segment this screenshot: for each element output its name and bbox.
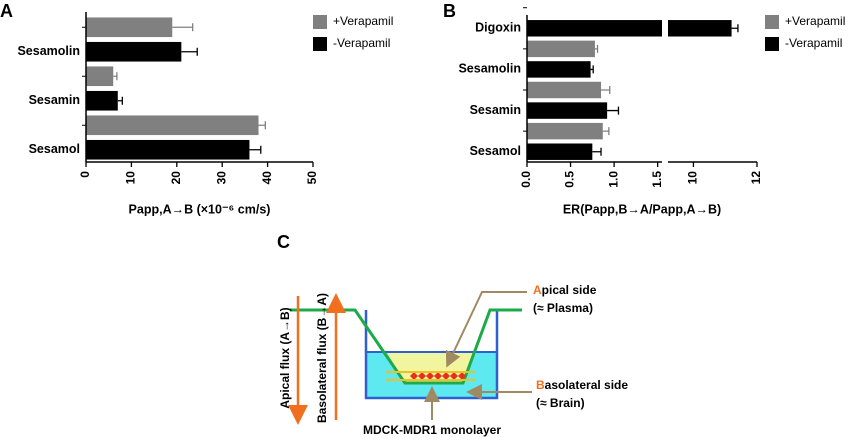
x-tick-label: 50 [305, 171, 319, 185]
error-bar [181, 47, 198, 56]
x-tick-label: 1.5 [650, 171, 664, 188]
bar [86, 90, 118, 111]
x-axis-title: ER(Papp,B→A/Papp,A→B) [563, 202, 721, 216]
bar [527, 102, 608, 119]
bar [527, 122, 603, 140]
panel-label: B [443, 1, 456, 21]
x-tick-label: 0.0 [519, 171, 533, 188]
bar [527, 20, 662, 37]
monolayer-cells [410, 372, 466, 380]
legend-swatch [313, 15, 327, 29]
rest: pical side [542, 283, 597, 297]
legend-swatch [313, 37, 327, 51]
bar [86, 66, 114, 87]
panel-label: C [277, 232, 290, 252]
x-tick-label: 12 [749, 171, 763, 185]
category-label: Sesamolin [17, 44, 80, 58]
error-bar [594, 44, 599, 53]
pointer [445, 291, 527, 368]
bar [527, 61, 591, 78]
bar [527, 40, 595, 58]
category-label: Digoxin [475, 21, 521, 35]
legend-label: -Verapamil [333, 36, 390, 50]
basolateral-side: Basolateral side [536, 378, 628, 392]
x-tick-label: 30 [214, 171, 228, 185]
initial: A [533, 283, 542, 297]
x-tick-label: 10 [686, 171, 700, 185]
legend-label: +Verapamil [333, 14, 393, 28]
legend-label: -Verapamil [785, 36, 842, 50]
category-label: Sesamol [29, 142, 80, 156]
basolateral-flux: Basolateral flux (B→A) [315, 293, 329, 423]
error-bar [249, 145, 262, 154]
category-label: Sesamin [470, 103, 521, 117]
x-tick-label: 0 [78, 171, 92, 178]
panel-label: A [0, 1, 13, 21]
x-tick-label: 0.5 [563, 171, 577, 188]
x-axis-title: Papp,A→B (×10⁻⁶ cm/s) [129, 202, 271, 216]
error-bar [258, 121, 266, 130]
bar [527, 81, 602, 99]
legend-swatch [765, 15, 779, 29]
bar [86, 41, 182, 62]
bar [527, 143, 593, 160]
apical-side: Apical side [533, 283, 597, 297]
bar [86, 17, 173, 38]
error-bar [602, 127, 610, 136]
initial: B [536, 378, 545, 392]
error-bar [590, 65, 594, 74]
error-bar [592, 147, 602, 156]
legend-label: +Verapamil [785, 14, 845, 28]
error-bar [601, 86, 611, 94]
error-bar [172, 23, 194, 32]
x-tick-label: 40 [260, 171, 274, 185]
error-bar [113, 72, 118, 81]
apical-flux: Apical flux (A→B) [278, 307, 292, 408]
rest: asolateral side [545, 378, 629, 392]
error-bar [731, 24, 739, 33]
basolateral-note: (≈ Brain) [536, 396, 585, 410]
x-tick-label: 1.0 [606, 171, 620, 188]
transwell-diagram: C Apical flux (A→B) Basolateral flux (B→… [277, 232, 628, 437]
bar [86, 139, 250, 160]
monolayer-label: MDCK-MDR1 monolayer [363, 423, 501, 437]
apical-note: (≈ Plasma) [533, 301, 593, 315]
category-label: Sesamol [470, 144, 521, 158]
x-tick-label: 10 [124, 171, 138, 185]
bar [86, 115, 259, 136]
category-label: Sesamin [29, 93, 80, 107]
error-bar [117, 96, 123, 105]
bar [668, 20, 732, 37]
error-bar [607, 106, 620, 115]
category-label: Sesamolin [458, 62, 521, 76]
x-tick-label: 20 [169, 171, 183, 185]
legend-swatch [765, 37, 779, 51]
